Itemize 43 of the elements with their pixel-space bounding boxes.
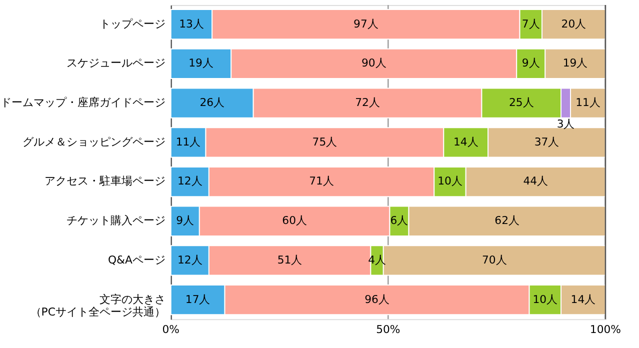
data-label: 11人	[576, 96, 600, 110]
data-label: 14人	[570, 292, 596, 306]
data-label: 17人	[185, 292, 210, 306]
data-label: 75人	[312, 135, 338, 148]
y-tick-label: スケジュールページ	[66, 56, 166, 70]
data-label: 72人	[355, 96, 380, 110]
data-label: 13人	[179, 17, 204, 30]
data-label: 9人	[522, 56, 540, 70]
data-label: 7人	[522, 17, 540, 30]
data-label: 44人	[523, 174, 548, 188]
data-label: 10人	[438, 174, 462, 188]
data-label: 90人	[361, 56, 386, 70]
data-label: 12人	[177, 174, 202, 188]
data-label: 60人	[282, 214, 307, 228]
data-label: 3人	[556, 118, 575, 131]
y-tick-label: トップページ	[99, 17, 166, 30]
data-label: 26人	[200, 96, 225, 110]
y-tick-label: グルメ＆ショッピングページ	[22, 135, 166, 148]
data-label: 6人	[390, 214, 408, 228]
y-tick-label: チケット購入ページ	[66, 214, 166, 228]
data-label: 19人	[562, 56, 588, 70]
data-label: 97人	[354, 17, 378, 30]
text: 100%	[590, 322, 621, 336]
data-label: 10人	[532, 292, 558, 306]
y-tick-label: アクセス・駐車場ページ	[44, 174, 166, 188]
data-label: 19人	[188, 56, 214, 70]
data-label: 12人	[177, 253, 202, 266]
data-label: 9人	[176, 214, 194, 228]
data-label: 20人	[561, 17, 586, 30]
data-label: 71人	[309, 174, 334, 188]
data-label: 62人	[494, 214, 520, 228]
data-label: 37人	[534, 135, 560, 148]
data-label: 96人	[364, 292, 390, 306]
data-label: 70人	[482, 253, 507, 266]
y-tick-label: ドームマップ・座席ガイドページ	[0, 96, 166, 110]
y-tick-label: Q&Aページ	[108, 253, 166, 266]
text: 50%	[376, 322, 400, 336]
data-label: 14人	[453, 135, 478, 148]
data-label: 51人	[277, 253, 302, 266]
text: 0%	[162, 322, 180, 336]
data-label: 25人	[508, 96, 534, 110]
y-tick-label: 文字の大きさ（PCサイト全ページ共通）	[30, 292, 166, 319]
data-label: 11人	[176, 135, 201, 148]
